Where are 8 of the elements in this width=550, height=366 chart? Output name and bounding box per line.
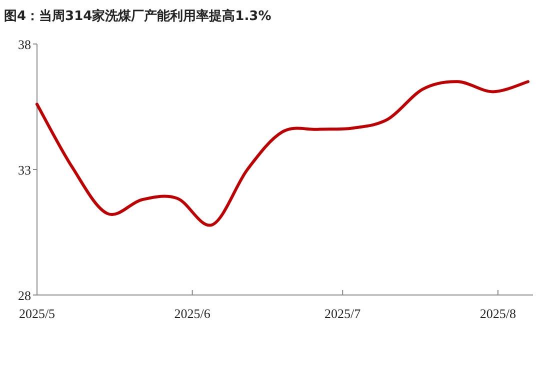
y-tick-label: 38 — [18, 37, 31, 52]
y-tick-label: 33 — [18, 162, 31, 178]
x-tick-label: 2025/6 — [174, 306, 211, 321]
x-tick-label: 2025/8 — [480, 306, 516, 321]
x-tick-label: 2025/5 — [18, 306, 56, 321]
y-tick-label: 28 — [18, 288, 31, 303]
chart-title: 图4：当周314家洗煤厂产能利用率提高1.3% — [4, 8, 272, 24]
x-tick-label: 2025/7 — [324, 306, 362, 321]
